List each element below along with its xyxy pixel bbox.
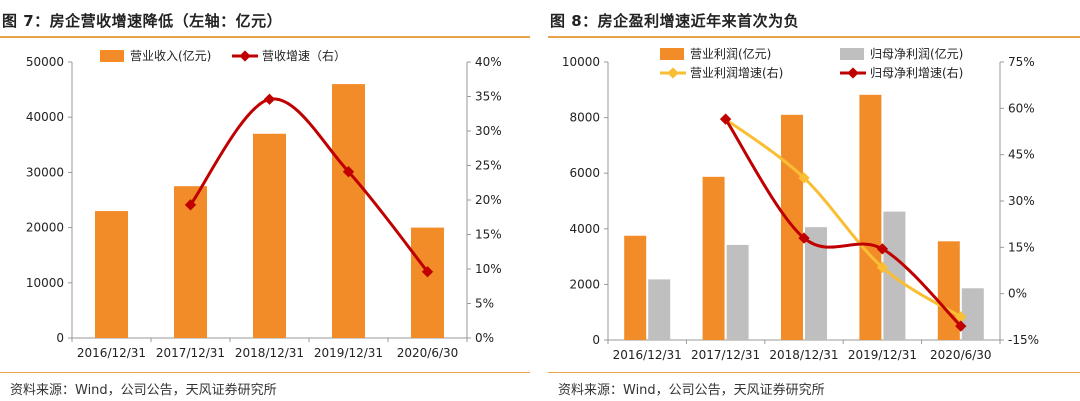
footer-divider [0, 372, 530, 373]
legend-swatch [660, 48, 684, 60]
line-marker [421, 266, 434, 278]
chart-panel-revenue: 图 7：房企营收增速降低（左轴：亿元） 0 10000 20000 30000 4000… [0, 0, 530, 401]
y-tick-label-left: 0 [56, 331, 64, 345]
y-tick-label-right: 75% [1008, 55, 1035, 69]
bar [937, 241, 960, 340]
y-tick-label-right: 45% [1008, 148, 1035, 162]
title-divider [548, 36, 1080, 38]
bar [95, 211, 128, 338]
x-tick-label: 2017/12/31 [156, 346, 225, 360]
bar [648, 279, 671, 340]
y-tick-label-right: 5% [475, 297, 494, 311]
y-tick-label-right: 15% [1008, 240, 1035, 254]
legend-label: 归母净利增速(右) [870, 65, 963, 80]
y-tick-label-left: 50000 [26, 55, 64, 69]
y-tick-label-right: 20% [475, 193, 502, 207]
legend-label: 营业利润(亿元) [690, 46, 771, 61]
bar [332, 84, 365, 338]
profit-chart: 0 2000 4000 6000 8000 10000 -15% 0% 15% 30% 45% 60%… [562, 46, 1039, 362]
chart-title: 图 8：房企盈利增速近年来首次为负 [550, 12, 800, 30]
x-tick-label: 2016/12/31 [613, 348, 682, 362]
y-tick-label-left: 30000 [26, 165, 64, 179]
y-tick-label-left: 4000 [569, 222, 600, 236]
legend-marker [239, 50, 251, 62]
series-line [724, 117, 962, 319]
bar [859, 94, 882, 340]
legend-label: 营业收入(亿元) [130, 48, 211, 63]
x-tick-label: 2016/12/31 [77, 346, 146, 360]
series-line [189, 97, 429, 273]
line-marker [798, 232, 810, 244]
bar [726, 244, 749, 340]
y-tick-label-left: 10000 [562, 55, 600, 69]
y-tick-label-right: 0% [475, 331, 494, 345]
x-tick-label: 2020/6/30 [930, 348, 992, 362]
series-line [724, 118, 962, 328]
legend-swatch [840, 48, 864, 60]
chart-panel-profit: 图 8：房企盈利增速近年来首次为负 0 2000 4000 6000 8000 10000… [548, 0, 1080, 401]
legend-label: 营业利润增速(右) [690, 65, 783, 80]
legend-label: 归母净利润(亿元) [870, 46, 963, 61]
y-tick-label-right: 30% [475, 124, 502, 138]
bar [253, 133, 286, 338]
revenue-chart: 0 10000 20000 30000 40000 50000 0% 5% 10% 15% 20% 2… [26, 48, 502, 360]
line-marker [184, 199, 197, 211]
x-tick-label: 2019/12/31 [848, 348, 917, 362]
bar [702, 176, 725, 340]
y-tick-label-left: 10000 [26, 276, 64, 290]
line-marker [876, 243, 889, 255]
y-tick-label-right: 40% [475, 55, 502, 69]
bar [174, 186, 207, 338]
x-tick-label: 2017/12/31 [691, 348, 760, 362]
bar [805, 227, 827, 340]
legend-marker [667, 67, 679, 79]
legend-marker [847, 67, 859, 79]
y-tick-label-right: 25% [475, 159, 502, 173]
line-marker [955, 320, 967, 332]
footer-divider [548, 372, 1080, 373]
y-tick-label-left: 2000 [569, 277, 600, 291]
line-marker [798, 172, 810, 184]
line-marker [955, 311, 967, 323]
y-tick-label-right: -15% [1008, 333, 1039, 347]
y-tick-label-left: 0 [592, 333, 600, 347]
title-divider [0, 36, 530, 38]
x-tick-label: 2019/12/31 [314, 346, 383, 360]
y-tick-label-right: 35% [475, 90, 502, 104]
y-tick-label-left: 20000 [26, 221, 64, 235]
y-tick-label-right: 30% [1008, 194, 1035, 208]
bar [624, 235, 647, 340]
bar [961, 288, 984, 340]
chart-title: 图 7：房企营收增速降低（左轴：亿元） [2, 12, 283, 30]
line-marker [719, 113, 732, 125]
y-tick-label-left: 40000 [26, 110, 64, 124]
x-tick-label: 2018/12/31 [235, 346, 304, 360]
legend-swatch [100, 50, 124, 62]
x-tick-label: 2020/6/30 [397, 346, 459, 360]
legend-label: 营收增速（右） [262, 48, 346, 63]
source-note: 资料来源：Wind，公司公告，天风证券研究所 [10, 383, 277, 398]
y-tick-label-right: 0% [1008, 287, 1027, 301]
y-tick-label-right: 10% [475, 262, 502, 276]
y-tick-label-left: 8000 [569, 111, 600, 125]
line-marker [876, 261, 889, 274]
y-tick-label-left: 6000 [569, 166, 600, 180]
source-note: 资料来源：Wind，公司公告，天风证券研究所 [558, 383, 825, 398]
bar [411, 227, 444, 338]
y-tick-label-right: 15% [475, 228, 502, 242]
x-tick-label: 2018/12/31 [769, 348, 838, 362]
y-tick-label-right: 60% [1008, 101, 1035, 115]
line-marker [263, 93, 276, 105]
